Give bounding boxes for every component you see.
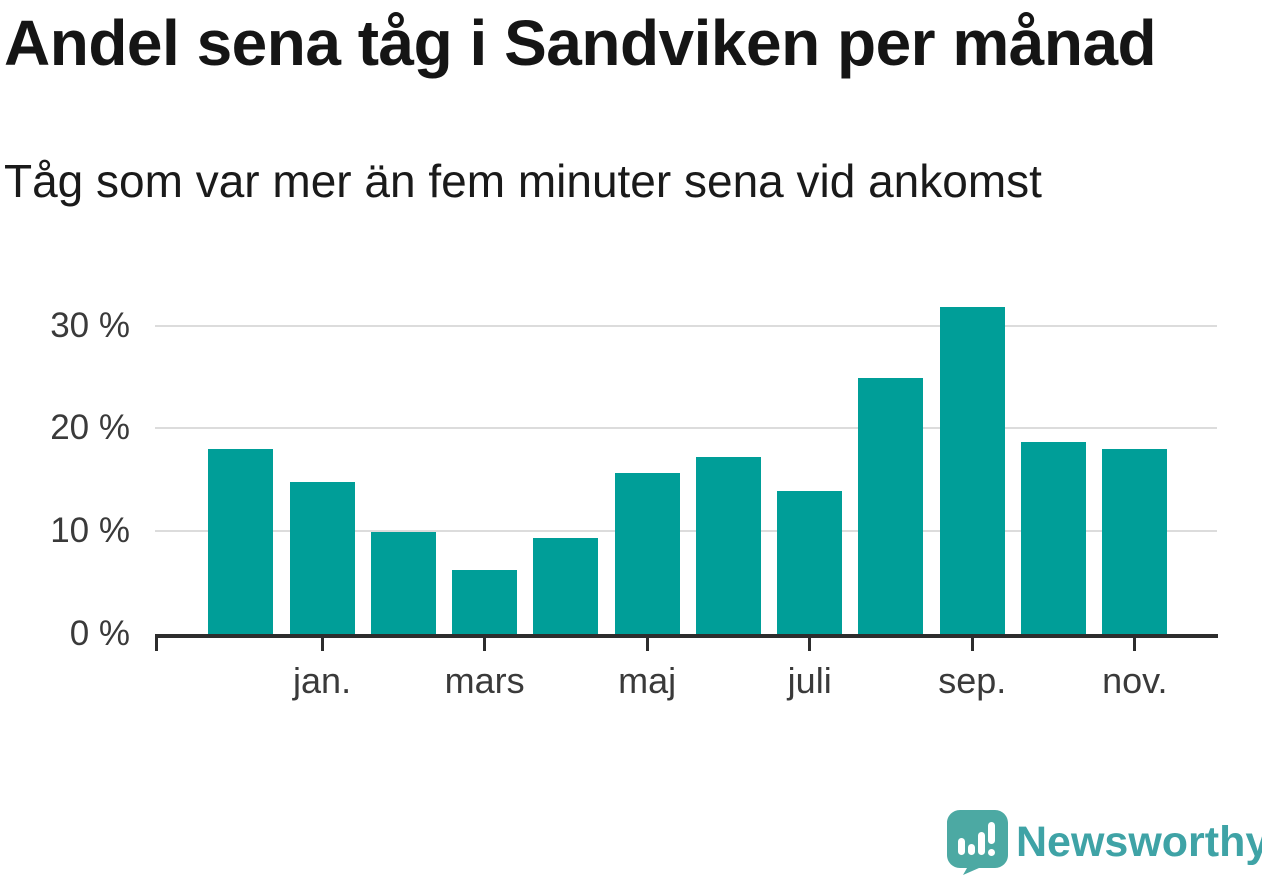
bar-aug: [858, 378, 924, 634]
bar-mars: [452, 570, 518, 634]
x-axis-tick: [645, 638, 649, 651]
x-axis-tick: [1133, 638, 1137, 651]
x-axis-start-tick: [155, 638, 158, 651]
x-axis-line: [155, 634, 1218, 638]
x-axis-label-jan: jan.: [293, 660, 352, 701]
chart-title: Andel sena tåg i Sandviken per månad: [4, 7, 1157, 79]
x-axis-label-juli: juli: [787, 660, 832, 701]
bar-juli: [777, 491, 843, 634]
x-axis-tick: [320, 638, 324, 651]
bar-nov: [1102, 448, 1168, 634]
bar-okt: [1021, 441, 1086, 634]
x-axis-label-maj: maj: [618, 660, 677, 701]
newsworthy-logo-icon: [947, 810, 1008, 875]
x-axis-label-mars: mars: [444, 660, 525, 701]
x-axis-tick: [970, 638, 974, 651]
bar-maj: [614, 472, 680, 634]
x-axis-label-sep: sep.: [938, 660, 1007, 701]
bar-sep: [939, 307, 1005, 634]
bar-juni: [695, 457, 761, 634]
chart-subtitle: Tåg som var mer än fem minuter sena vid …: [4, 155, 1042, 207]
newsworthy-brand-text: Newsworthy: [1016, 818, 1262, 866]
y-axis-label: 20 %: [50, 408, 130, 448]
y-axis-label: 10 %: [50, 511, 130, 551]
gridline: [155, 324, 1217, 327]
bar-dec: [208, 448, 274, 634]
x-axis-tick: [483, 638, 487, 651]
x-axis-label-nov: nov.: [1102, 660, 1168, 701]
gridline: [155, 427, 1217, 430]
gridline: [155, 530, 1217, 533]
y-axis-label: 30 %: [50, 305, 130, 345]
bar-jan: [289, 481, 355, 634]
bar-feb: [370, 532, 436, 634]
x-axis-tick: [808, 638, 812, 651]
y-axis-label: 0 %: [69, 614, 130, 653]
bar-apr: [533, 538, 599, 634]
